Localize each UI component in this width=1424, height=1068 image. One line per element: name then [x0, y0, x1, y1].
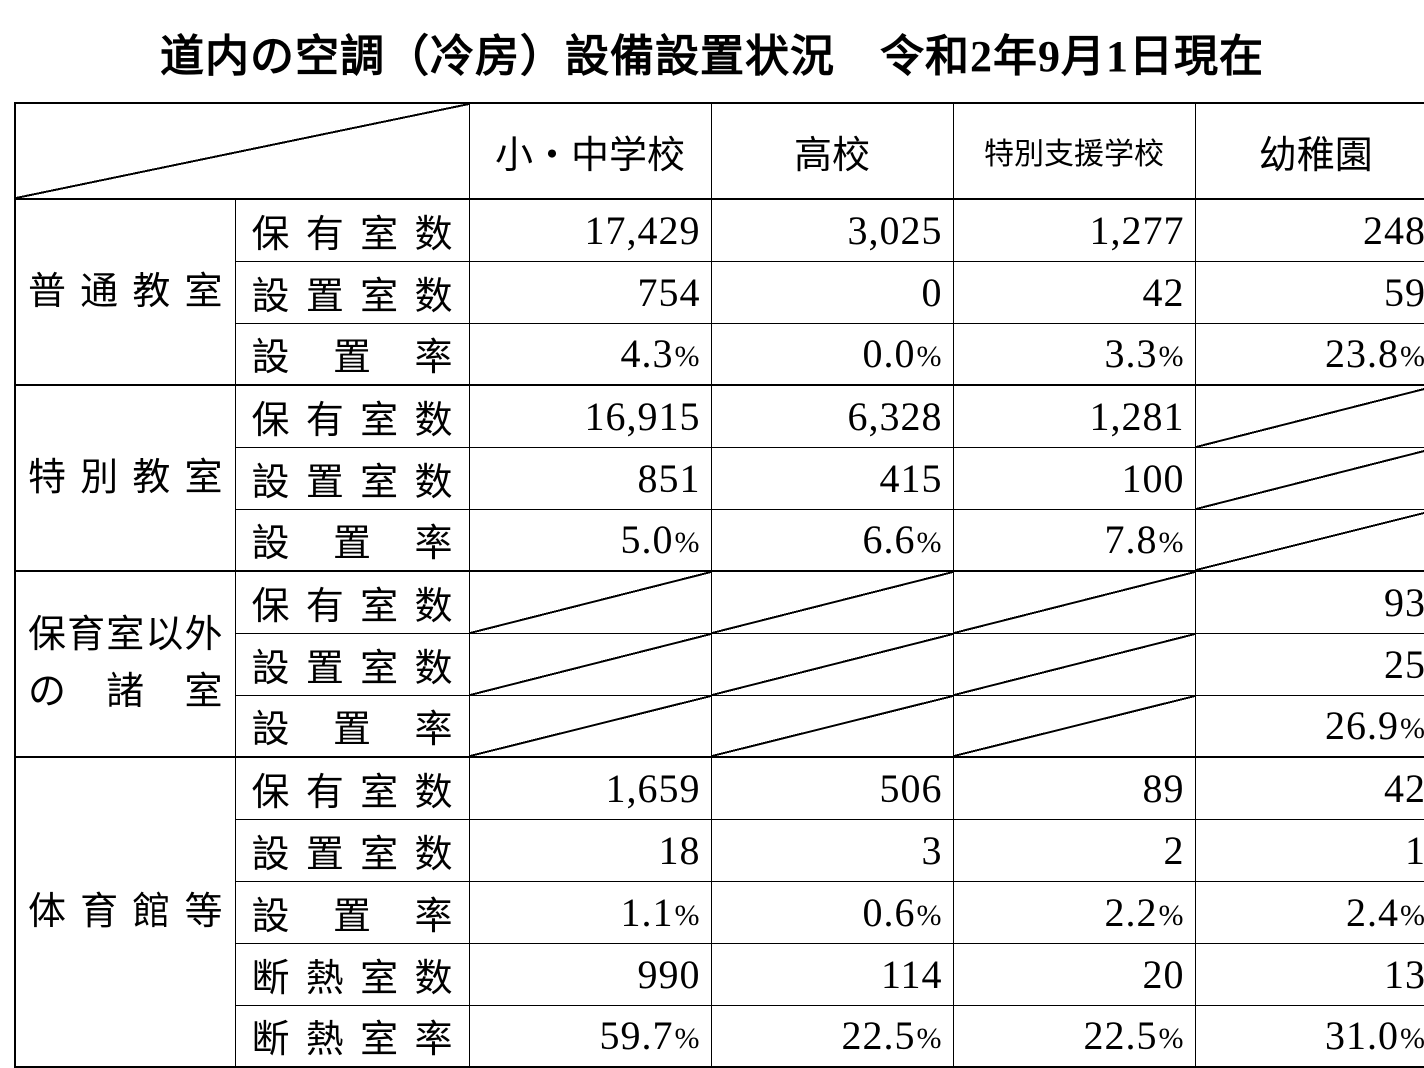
value-cell: 23.8%: [1195, 323, 1424, 385]
row-metric: 設置室数: [235, 819, 469, 881]
value-cell: 18: [469, 819, 711, 881]
table-row: 体育館等保有室数1,6595068942: [15, 757, 1424, 819]
value-cell: 2.4%: [1195, 881, 1424, 943]
value-cell: 26.9%: [1195, 695, 1424, 757]
value-cell: 506: [711, 757, 953, 819]
na-cell: [469, 633, 711, 695]
row-category: 保育室以外の諸室: [15, 571, 235, 757]
header-empty-diagonal: [15, 103, 469, 199]
row-metric: 保有室数: [235, 385, 469, 447]
value-cell: 6.6%: [711, 509, 953, 571]
na-cell: [711, 571, 953, 633]
na-cell: [469, 571, 711, 633]
value-cell: 2: [953, 819, 1195, 881]
value-cell: 59: [1195, 261, 1424, 323]
value-cell: 4.3%: [469, 323, 711, 385]
value-cell: 754: [469, 261, 711, 323]
table-row: 保育室以外の諸室保有室数93: [15, 571, 1424, 633]
value-cell: 22.5%: [711, 1005, 953, 1067]
na-cell: [953, 695, 1195, 757]
value-cell: 31.0%: [1195, 1005, 1424, 1067]
na-cell: [1195, 509, 1424, 571]
value-cell: 248: [1195, 199, 1424, 261]
value-cell: 114: [711, 943, 953, 1005]
value-cell: 1.1%: [469, 881, 711, 943]
value-cell: 2.2%: [953, 881, 1195, 943]
column-header: 高校: [711, 103, 953, 199]
row-metric: 設置率: [235, 323, 469, 385]
value-cell: 16,915: [469, 385, 711, 447]
value-cell: 93: [1195, 571, 1424, 633]
value-cell: 1,659: [469, 757, 711, 819]
row-metric: 設置率: [235, 695, 469, 757]
value-cell: 17,429: [469, 199, 711, 261]
page-title: 道内の空調（冷房）設備設置状況 令和2年9月1日現在: [14, 20, 1410, 84]
value-cell: 3.3%: [953, 323, 1195, 385]
row-category: 特別教室: [15, 385, 235, 571]
value-cell: 0.6%: [711, 881, 953, 943]
column-header: 幼稚園: [1195, 103, 1424, 199]
row-metric: 保有室数: [235, 757, 469, 819]
na-cell: [953, 633, 1195, 695]
row-metric: 保有室数: [235, 199, 469, 261]
value-cell: 1: [1195, 819, 1424, 881]
row-metric: 設置室数: [235, 261, 469, 323]
value-cell: 20: [953, 943, 1195, 1005]
value-cell: 5.0%: [469, 509, 711, 571]
row-metric: 設置室数: [235, 447, 469, 509]
na-cell: [953, 571, 1195, 633]
value-cell: 42: [953, 261, 1195, 323]
value-cell: 990: [469, 943, 711, 1005]
value-cell: 13: [1195, 943, 1424, 1005]
column-header: 特別支援学校: [953, 103, 1195, 199]
value-cell: 59.7%: [469, 1005, 711, 1067]
value-cell: 0: [711, 261, 953, 323]
row-metric: 保有室数: [235, 571, 469, 633]
value-cell: 22.5%: [953, 1005, 1195, 1067]
row-category: 体育館等: [15, 757, 235, 1067]
value-cell: 1,277: [953, 199, 1195, 261]
table-row: 普通教室保有室数17,4293,0251,277248: [15, 199, 1424, 261]
row-metric: 断熱室数: [235, 943, 469, 1005]
value-cell: 89: [953, 757, 1195, 819]
value-cell: 42: [1195, 757, 1424, 819]
na-cell: [1195, 385, 1424, 447]
value-cell: 6,328: [711, 385, 953, 447]
value-cell: 7.8%: [953, 509, 1195, 571]
row-metric: 断熱室率: [235, 1005, 469, 1067]
value-cell: 100: [953, 447, 1195, 509]
na-cell: [711, 633, 953, 695]
row-category: 普通教室: [15, 199, 235, 385]
row-metric: 設置率: [235, 509, 469, 571]
value-cell: 3: [711, 819, 953, 881]
value-cell: 25: [1195, 633, 1424, 695]
na-cell: [711, 695, 953, 757]
value-cell: 1,281: [953, 385, 1195, 447]
table-row: 特別教室保有室数16,9156,3281,281: [15, 385, 1424, 447]
na-cell: [1195, 447, 1424, 509]
value-cell: 3,025: [711, 199, 953, 261]
value-cell: 415: [711, 447, 953, 509]
row-metric: 設置率: [235, 881, 469, 943]
value-cell: 0.0%: [711, 323, 953, 385]
na-cell: [469, 695, 711, 757]
ac-installation-table: 小・中学校高校特別支援学校幼稚園 普通教室保有室数17,4293,0251,27…: [14, 102, 1424, 1068]
value-cell: 851: [469, 447, 711, 509]
row-metric: 設置室数: [235, 633, 469, 695]
column-header: 小・中学校: [469, 103, 711, 199]
